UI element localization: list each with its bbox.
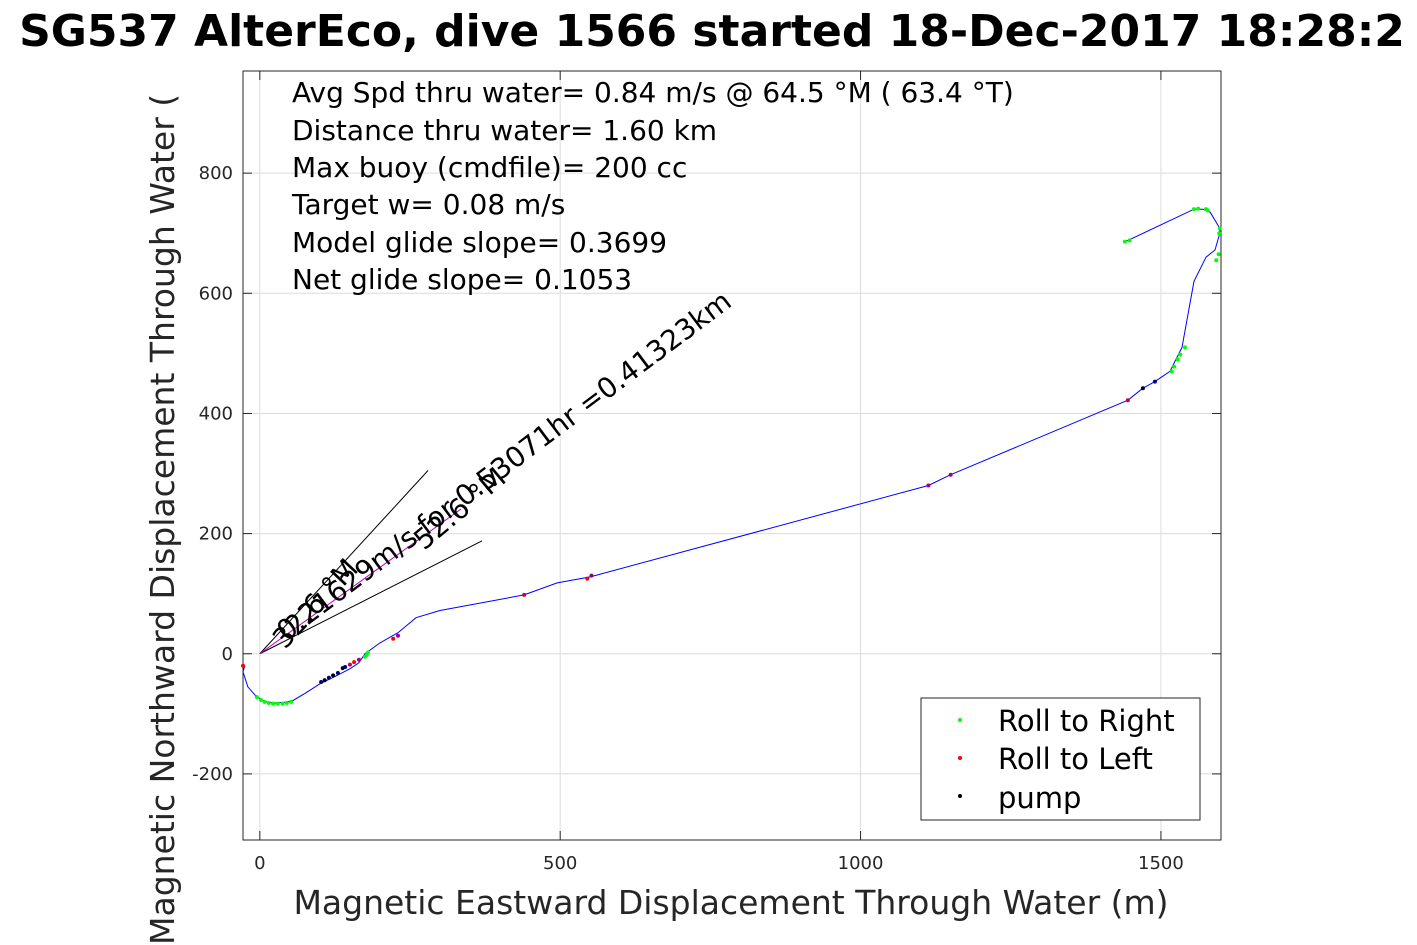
roll-right-point xyxy=(289,699,294,704)
annotation-target-w: Target w= 0.08 m/s xyxy=(291,188,565,221)
pump-point xyxy=(322,678,327,683)
roll-right-point xyxy=(266,701,271,706)
roll-left-point xyxy=(589,573,594,578)
roll-left-point xyxy=(391,636,396,641)
roll-right-point xyxy=(1127,238,1132,243)
roll-right-point xyxy=(1182,345,1187,350)
current-vector-line xyxy=(259,508,462,655)
annotation-avg-speed: Avg Spd thru water= 0.84 m/s @ 64.5 °M (… xyxy=(292,76,1014,109)
annotation-model-glide-slope: Model glide slope= 0.3699 xyxy=(292,226,667,259)
roll-left-point xyxy=(948,472,953,477)
vector-label-heading-1: 32.6 °M xyxy=(266,552,365,655)
roll-left-point xyxy=(241,663,245,668)
y-tick-label: 800 xyxy=(199,163,233,184)
x-tick-label: 1000 xyxy=(838,853,884,874)
plot-area-frame xyxy=(242,70,1222,841)
roll-left-point xyxy=(395,633,400,638)
legend-label-roll-right: Roll to Right xyxy=(998,704,1175,738)
y-tick-label: -200 xyxy=(192,764,233,785)
roll-right-point xyxy=(1191,207,1196,212)
roll-right-point xyxy=(1214,258,1219,263)
roll-right-point xyxy=(365,650,370,655)
roll-left-point xyxy=(352,660,357,665)
pump-point xyxy=(1152,379,1157,384)
x-tick-label: 0 xyxy=(254,853,265,874)
roll-right-point xyxy=(262,699,267,704)
legend-marker-roll-right xyxy=(958,718,962,722)
pump-point xyxy=(331,673,336,678)
legend-marker-roll-left xyxy=(958,756,962,760)
roll-left-point xyxy=(347,662,352,667)
roll-right-point xyxy=(254,695,259,700)
chart-title: SG537 AlterEco, dive 1566 started 18-Dec… xyxy=(19,6,1405,57)
roll-right-point xyxy=(271,701,276,706)
heading-vectors xyxy=(259,470,483,655)
roll-right-point xyxy=(1216,252,1221,257)
roll-right-point xyxy=(280,701,285,706)
roll-right-point xyxy=(1169,369,1174,374)
y-tick-label: 600 xyxy=(199,283,233,304)
roll-right-point xyxy=(1172,364,1177,369)
pump-point xyxy=(343,664,348,669)
roll-left-point xyxy=(585,576,590,581)
legend-label-pump: pump xyxy=(998,781,1081,815)
roll-right-point xyxy=(1175,357,1180,362)
roll-left-point xyxy=(522,592,527,597)
roll-right-point xyxy=(1217,231,1222,236)
roll-right-point xyxy=(1205,208,1210,213)
y-axis-label: Magnetic Northward Displacement Through … xyxy=(143,94,182,945)
annotation-max-buoy: Max buoy (cmdfile)= 200 cc xyxy=(292,151,687,184)
pump-point xyxy=(326,675,331,680)
roll-left-point xyxy=(1125,398,1130,403)
roll-right-point xyxy=(284,701,289,706)
roll-left-point xyxy=(356,657,361,662)
roll-right-point xyxy=(1178,352,1183,357)
dive-summary-annotations: Avg Spd thru water= 0.84 m/s @ 64.5 °M (… xyxy=(291,76,1014,296)
roll-right-point xyxy=(1217,226,1222,231)
y-tick-label: 200 xyxy=(199,524,233,545)
roll-left-point xyxy=(926,483,931,488)
legend: Roll to Right Roll to Left pump xyxy=(920,697,1201,821)
grid xyxy=(243,71,1221,840)
y-tick-label: 400 xyxy=(199,403,233,424)
x-axis-label: Magnetic Eastward Displacement Through W… xyxy=(293,883,1168,922)
heading-vector-line xyxy=(259,540,483,655)
legend-label-roll-left: Roll to Left xyxy=(998,742,1153,776)
roll-right-point xyxy=(1122,239,1127,244)
legend-marker-pump xyxy=(958,794,962,798)
annotation-distance: Distance thru water= 1.60 km xyxy=(292,114,717,147)
pump-point xyxy=(335,670,340,675)
roll-right-point xyxy=(259,698,264,703)
roll-and-pump-markers xyxy=(241,206,1222,706)
roll-right-point xyxy=(275,701,280,706)
pump-point xyxy=(319,679,324,684)
annotation-net-glide-slope: Net glide slope= 0.1053 xyxy=(292,263,632,296)
roll-right-point xyxy=(1196,206,1201,211)
heading-vector-line xyxy=(259,470,429,655)
legend-box xyxy=(920,697,1201,821)
axis-ticks: 0 500 1000 1500 -200 0 200 400 600 800 xyxy=(192,71,1221,874)
x-tick-label: 1500 xyxy=(1138,853,1184,874)
pump-point xyxy=(1140,386,1145,391)
y-tick-label: 0 xyxy=(222,644,233,665)
x-tick-label: 500 xyxy=(543,853,577,874)
